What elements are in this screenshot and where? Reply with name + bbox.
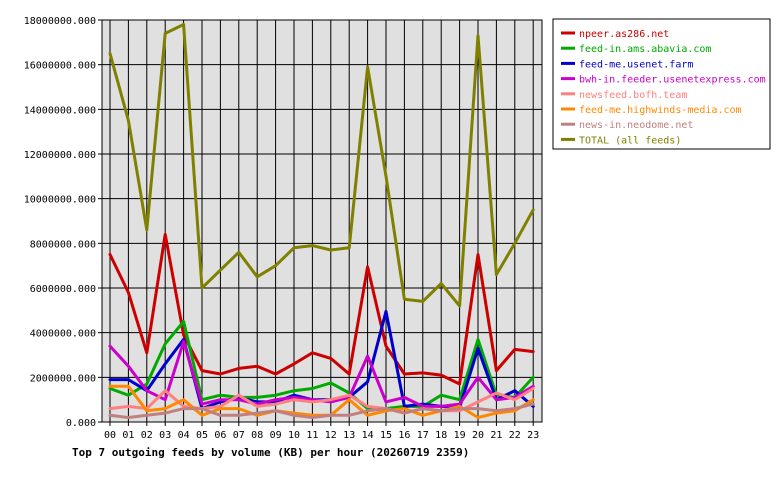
- x-tick-label: 10: [288, 430, 300, 441]
- x-tick-label: 23: [527, 430, 539, 441]
- x-tick-label: 21: [490, 430, 502, 441]
- x-tick-label: 08: [251, 430, 263, 441]
- x-tick-label: 04: [178, 430, 190, 441]
- y-tick-label: 14000000.000: [24, 105, 96, 116]
- series-line-7: [108, 402, 535, 419]
- legend-box: [552, 18, 771, 150]
- x-tick-label: 13: [343, 430, 355, 441]
- y-tick-label: 16000000.000: [24, 61, 96, 72]
- x-tick-label: 12: [325, 430, 337, 441]
- y-axis-ticks: 0.000 2000000.000 4000000.000 6000000.000 80…: [24, 16, 102, 429]
- x-tick-label: 09: [270, 430, 282, 441]
- x-tick-label: 20: [472, 430, 484, 441]
- legend-label: bwh-in.feeder.usenetexpress.com: [579, 75, 766, 86]
- x-tick-label: 22: [509, 430, 521, 441]
- x-tick-label: 07: [233, 430, 245, 441]
- legend-label: feed-in.ams.abavia.com: [579, 44, 711, 55]
- x-tick-label: 19: [454, 430, 466, 441]
- legend-label: TOTAL (all feeds): [579, 135, 681, 146]
- x-tick-label: 01: [122, 430, 134, 441]
- x-tick-label: 18: [435, 430, 447, 441]
- x-tick-label: 11: [306, 430, 318, 441]
- series-line-8: [108, 23, 535, 308]
- y-tick-label: 2000000.000: [30, 373, 96, 384]
- x-tick-label: 00: [104, 430, 116, 441]
- legend-label: feed-me.highwinds-media.com: [579, 105, 742, 116]
- legend-label: feed-me.usenet.farm: [579, 59, 693, 70]
- series-lines: [108, 23, 535, 419]
- x-tick-label: 03: [159, 430, 171, 441]
- y-tick-label: 0.000: [66, 418, 96, 429]
- x-tick-label: 02: [141, 430, 153, 441]
- chart-title: Top 7 outgoing feeds by volume (KB) per …: [72, 446, 469, 459]
- x-tick-label: 14: [362, 430, 374, 441]
- series-line-1: [108, 232, 535, 386]
- x-tick-label: 16: [398, 430, 410, 441]
- series-line-2: [108, 320, 535, 411]
- y-tick-label: 10000000.000: [24, 195, 96, 206]
- x-tick-label: 17: [417, 430, 429, 441]
- y-tick-label: 12000000.000: [24, 150, 96, 161]
- x-tick-label: 06: [214, 430, 226, 441]
- x-tick-label: 15: [380, 430, 392, 441]
- y-tick-label: 8000000.000: [30, 239, 96, 250]
- y-tick-label: 6000000.000: [30, 284, 96, 295]
- legend-label: newsfeed.bofh.team: [579, 90, 687, 101]
- legend: npeer.as286.net feed-in.ams.abavia.com fee…: [552, 18, 771, 150]
- y-tick-label: 18000000.000: [24, 16, 96, 27]
- legend-label: npeer.as286.net: [579, 29, 669, 40]
- x-tick-label: 05: [196, 430, 208, 441]
- x-axis-ticks: 00 01 02 03 04 05 06 07 08 09 10 11 12 13 14 15 16 17 18 19…: [104, 422, 539, 441]
- legend-label: news-in.neodome.net: [579, 120, 693, 131]
- y-tick-label: 4000000.000: [30, 329, 96, 340]
